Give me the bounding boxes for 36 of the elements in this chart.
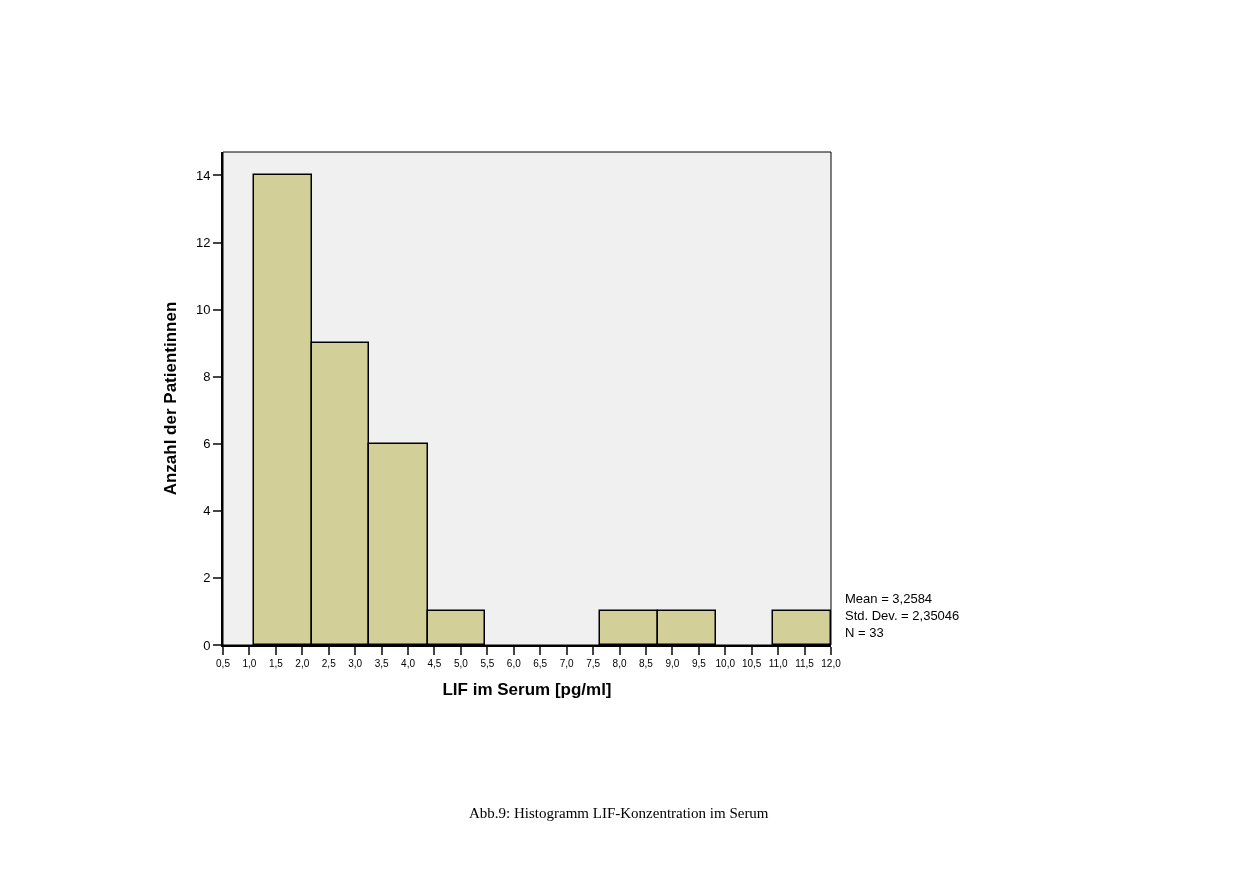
x-tick-label: 9,0 (665, 658, 680, 669)
x-tick-label: 8,5 (639, 658, 654, 669)
y-tick-label: 4 (203, 503, 211, 519)
x-tick-label: 3,5 (374, 658, 389, 669)
x-tick-label: 2,5 (321, 658, 337, 669)
x-tick-label: 5,5 (480, 658, 495, 669)
x-tick-label: 4,5 (427, 658, 442, 669)
y-tick-label: 2 (203, 570, 211, 586)
x-tick-label: 12,0 (821, 658, 842, 669)
x-tick-label: 7,5 (586, 658, 601, 669)
x-tick-label: 4,0 (401, 658, 416, 669)
x-tick-label: 1,0 (242, 658, 257, 669)
x-tick-label: 8,0 (612, 658, 627, 669)
y-tick-label: 8 (203, 369, 211, 385)
x-tick-label: 6,5 (533, 658, 548, 669)
x-tick-label: 1,5 (268, 658, 284, 669)
x-tick-label: 7,0 (559, 658, 575, 669)
y-tick-label: 12 (195, 235, 211, 251)
x-tick-label: 10,0 (715, 658, 736, 669)
x-tick-label: 11,0 (768, 658, 788, 669)
y-tick-label: 10 (195, 302, 211, 318)
y-tick-label: 14 (195, 168, 211, 184)
x-tick-label: 9,5 (691, 658, 707, 669)
y-tick-label: 0 (203, 637, 211, 653)
x-tick-label: 6,0 (506, 658, 522, 669)
x-tick-label: 10,5 (741, 658, 762, 669)
x-tick-label: 0,5 (216, 658, 231, 669)
y-tick-label: 6 (203, 436, 211, 452)
y-axis-title: Anzahl der Patientinnen (160, 301, 180, 496)
text: Mean = 3,2584 Std. Dev. = 2,35046 N = 33 (845, 591, 960, 640)
x-tick-label: 5,0 (453, 658, 469, 669)
x-tick-label: 2,0 (295, 658, 310, 669)
x-tick-label: 11,5 (795, 658, 815, 669)
caption: Abb.9: Histogramm LIF-Konzentration im Serum (469, 805, 769, 821)
x-tick-label: 3,0 (348, 658, 363, 669)
x-axis-title: LIF im Serum [pg/ml] (442, 679, 612, 699)
